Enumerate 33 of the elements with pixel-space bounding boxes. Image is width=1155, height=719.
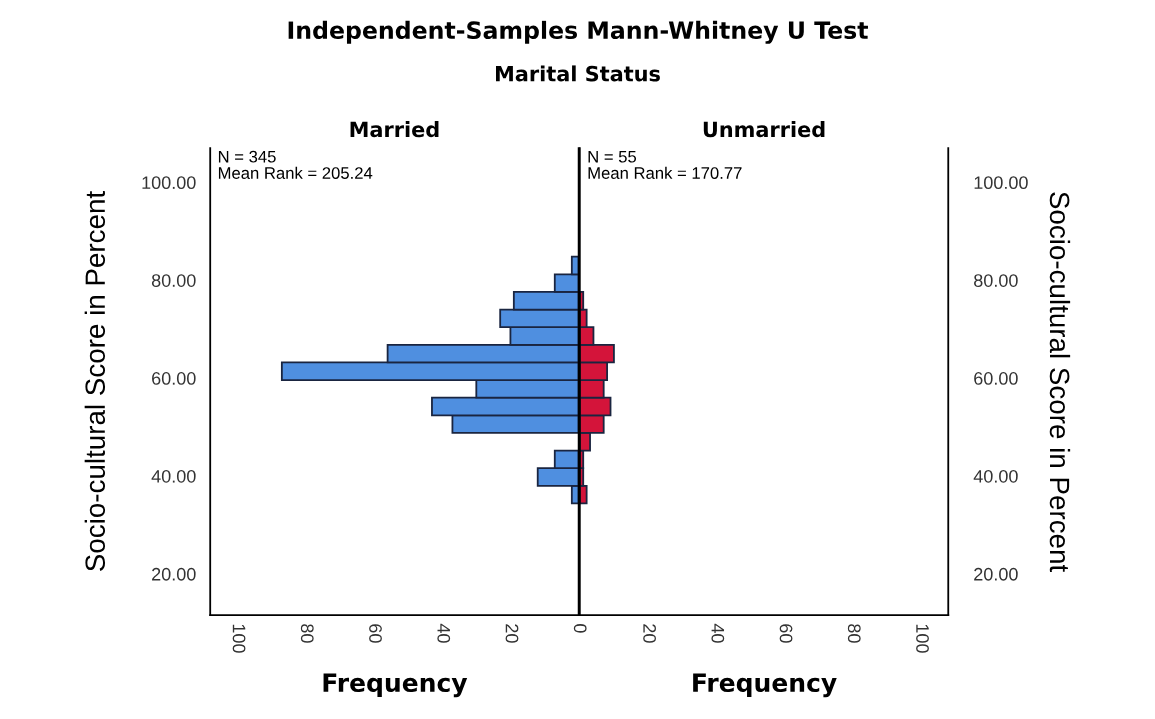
y-tick-label: 80.00	[151, 274, 196, 287]
annotation: N = 55	[588, 150, 637, 163]
y-tick-label: 100.00	[974, 176, 1028, 190]
x-tick-label: 80	[300, 624, 314, 643]
y-tick-label: 20.00	[974, 567, 1018, 581]
y-axis-title: Socio-cultural Score in Percent	[84, 191, 106, 571]
chart-title: Married	[350, 121, 439, 138]
x-axis-title: Frequency	[693, 673, 837, 698]
y-tick-label: 40.00	[973, 469, 1018, 483]
x-tick-label: 40	[437, 623, 451, 643]
y-tick-label: 60.00	[974, 372, 1018, 385]
chart-title: Unmarried	[703, 121, 825, 138]
x-tick-label: 100	[916, 624, 929, 653]
x-tick-label: 0	[573, 624, 587, 633]
text: Independent-Samples Mann-Whitney U Test	[288, 20, 868, 44]
x-tick-label: 80	[847, 624, 861, 643]
y-axis-title: Socio-cultural Score in Percent	[1049, 192, 1071, 573]
text: Marital Status	[496, 65, 660, 82]
x-tick-label: 20	[643, 624, 656, 643]
x-tick-label: 20	[505, 624, 519, 643]
x-tick-label: 60	[369, 624, 382, 643]
annotation: Mean Rank = 205.24	[218, 166, 373, 179]
x-tick-label: 100	[232, 624, 246, 653]
x-tick-label: 40	[711, 623, 725, 643]
y-tick-label: 20.00	[152, 567, 196, 581]
y-tick-label: 60.00	[152, 372, 196, 385]
x-tick-label: 60	[779, 624, 793, 643]
annotation: N = 345	[218, 150, 276, 163]
annotation: Mean Rank = 170.77	[588, 166, 742, 179]
y-tick-label: 40.00	[151, 469, 196, 483]
y-tick-label: 80.00	[974, 274, 1018, 287]
y-tick-label: 100.00	[142, 176, 196, 190]
x-axis-title: Frequency	[323, 673, 468, 698]
